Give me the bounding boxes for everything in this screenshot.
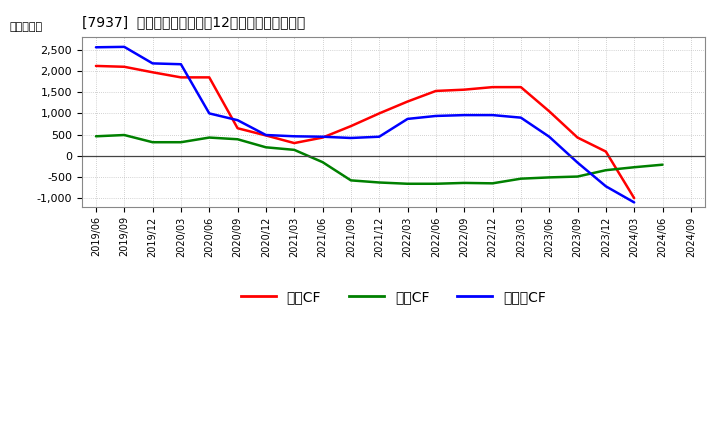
Y-axis label: （百万円）: （百万円） <box>9 22 42 32</box>
Text: [7937]  キャッシュフローの12か月移動合計の推移: [7937] キャッシュフローの12か月移動合計の推移 <box>82 15 305 29</box>
Legend: 営業CF, 投資CF, フリーCF: 営業CF, 投資CF, フリーCF <box>235 285 552 310</box>
